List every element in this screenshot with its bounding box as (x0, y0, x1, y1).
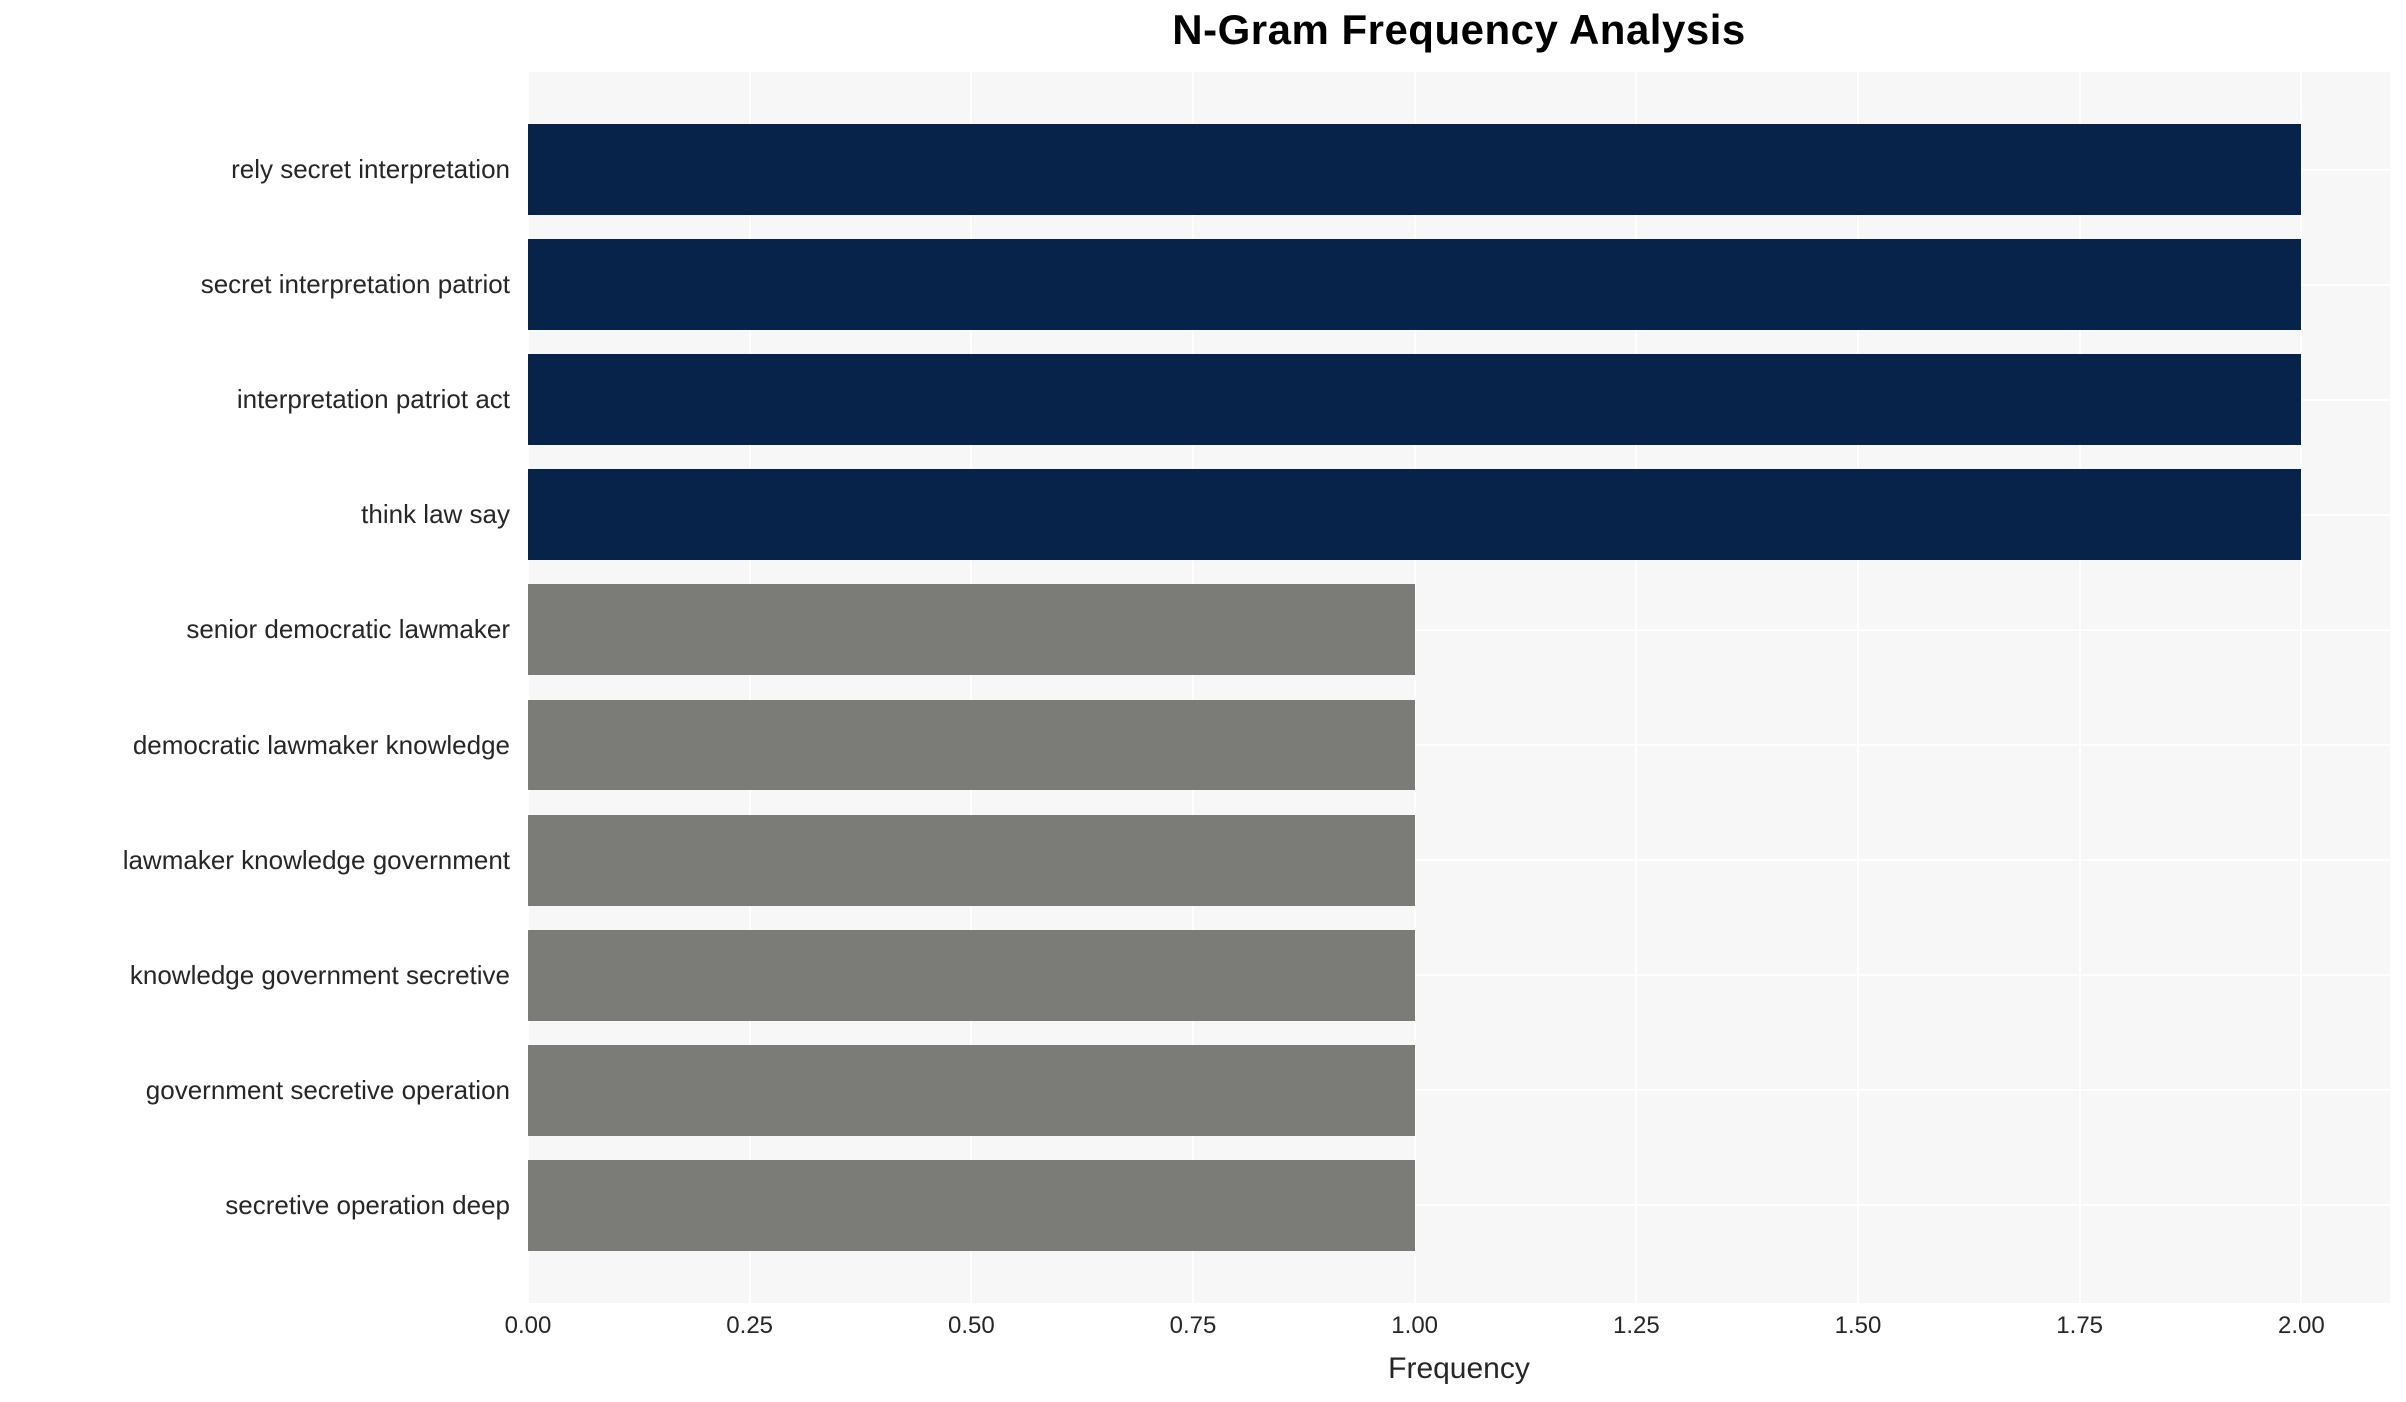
frequency-bar (528, 469, 2302, 561)
x-tick-label: 0.75 (1169, 1312, 1217, 1339)
y-tick-label: secretive operation deep (225, 1189, 510, 1220)
bar-row (528, 1148, 2390, 1263)
frequency-bar (528, 239, 2302, 331)
frequency-bar (528, 584, 1415, 676)
vertical-gridline (1635, 72, 1638, 1303)
bar-row (528, 918, 2390, 1033)
horizontal-gridline (528, 1204, 2390, 1207)
x-tick-label: 1.00 (1391, 1312, 1439, 1339)
x-tick-label: 0.50 (947, 1312, 995, 1339)
horizontal-gridline (528, 1089, 2390, 1092)
x-tick-label: 0.25 (726, 1312, 774, 1339)
frequency-bar (528, 124, 2302, 215)
y-axis-labels: rely secret interpretation secret interpr… (0, 72, 510, 1303)
frequency-bar (528, 814, 1415, 906)
vertical-gridline (527, 72, 529, 1303)
horizontal-gridline (528, 628, 2390, 631)
y-tick-label: senior democratic lawmaker (186, 614, 510, 645)
vertical-gridline (1857, 72, 1859, 1303)
frequency-bar (528, 1159, 1415, 1251)
bar-row (528, 227, 2390, 342)
y-tick-label: knowledge government secretive (129, 959, 510, 990)
x-tick-label: 2.00 (2277, 1312, 2325, 1339)
bar-row (528, 342, 2390, 457)
x-axis-title: Frequency (1388, 1352, 1530, 1385)
frequency-bar (528, 699, 1415, 791)
bar-row (528, 803, 2390, 918)
frequency-bar (528, 1044, 1415, 1136)
y-tick-label: rely secret interpretation (231, 154, 510, 185)
bar-row (528, 457, 2390, 572)
y-tick-label: lawmaker knowledge government (122, 844, 510, 875)
chart-title: N-Gram Frequency Analysis (1172, 6, 1746, 53)
y-tick-label: think law say (361, 499, 510, 530)
bar-rows (528, 72, 2390, 1303)
x-tick-label: 1.75 (2056, 1312, 2104, 1339)
bar-row (528, 1033, 2390, 1148)
frequency-bar (528, 354, 2302, 446)
y-tick-label: interpretation patriot act (236, 384, 510, 415)
bar-row (528, 112, 2390, 227)
plot-area (527, 72, 2390, 1303)
x-tick-label: 1.25 (1612, 1312, 1660, 1339)
vertical-gridline (1192, 72, 1194, 1303)
vertical-gridline (1413, 72, 1416, 1303)
x-tick-label: 1.50 (1834, 1312, 1882, 1339)
horizontal-gridline (528, 859, 2390, 862)
vertical-gridline (970, 72, 973, 1303)
vertical-gridline (2078, 72, 2081, 1303)
horizontal-gridline (528, 974, 2390, 977)
y-tick-label: secret interpretation patriot (200, 269, 510, 300)
y-tick-label: democratic lawmaker knowledge (132, 729, 510, 760)
horizontal-gridline (528, 744, 2390, 747)
x-axis-ticks: 0.00 0.25 0.50 0.75 1.00 1.25 1.50 1.75 2.00 (505, 1312, 2390, 1346)
vertical-gridline (748, 72, 751, 1303)
x-tick-label: 0.00 (504, 1312, 552, 1339)
bar-row (528, 687, 2390, 802)
bar-row (528, 572, 2390, 687)
frequency-bar (528, 929, 1415, 1021)
vertical-gridline (2300, 72, 2303, 1303)
y-tick-label: government secretive operation (145, 1074, 510, 1105)
